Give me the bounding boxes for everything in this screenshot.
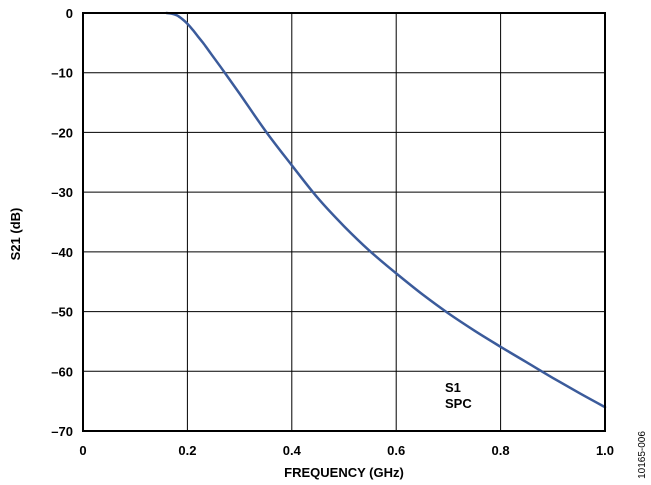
- y-tick-labels: 0 –10 –20 –30 –40 –50 –60 –70: [51, 6, 73, 439]
- y-tick-label: –70: [51, 424, 73, 439]
- annotation-spc: SPC: [445, 396, 472, 411]
- y-tick-label: –50: [51, 305, 73, 320]
- series-line-s21: [165, 11, 607, 409]
- x-tick-label: 0.4: [283, 443, 302, 458]
- y-tick-label: –20: [51, 125, 73, 140]
- y-axis-title: S21 (dB): [8, 208, 23, 261]
- y-tick-label: –10: [51, 66, 73, 81]
- data-series: [165, 11, 607, 409]
- y-tick-label: 0: [66, 6, 73, 21]
- x-tick-label: 0.6: [387, 443, 405, 458]
- x-axis-title: FREQUENCY (GHz): [284, 465, 404, 480]
- plot-frame: [82, 12, 606, 432]
- x-tick-label: 1.0: [596, 443, 614, 458]
- annotation-s1: S1: [445, 380, 461, 395]
- x-tick-label: 0.8: [492, 443, 510, 458]
- y-tick-label: –60: [51, 364, 73, 379]
- x-tick-label: 0.2: [178, 443, 196, 458]
- x-tick-label: 0: [79, 443, 86, 458]
- y-tick-label: –40: [51, 245, 73, 260]
- figure-id: 10165-006: [637, 431, 648, 479]
- grid-lines: [83, 13, 605, 431]
- y-tick-label: –30: [51, 185, 73, 200]
- x-tick-labels: 0 0.2 0.4 0.6 0.8 1.0: [79, 443, 614, 458]
